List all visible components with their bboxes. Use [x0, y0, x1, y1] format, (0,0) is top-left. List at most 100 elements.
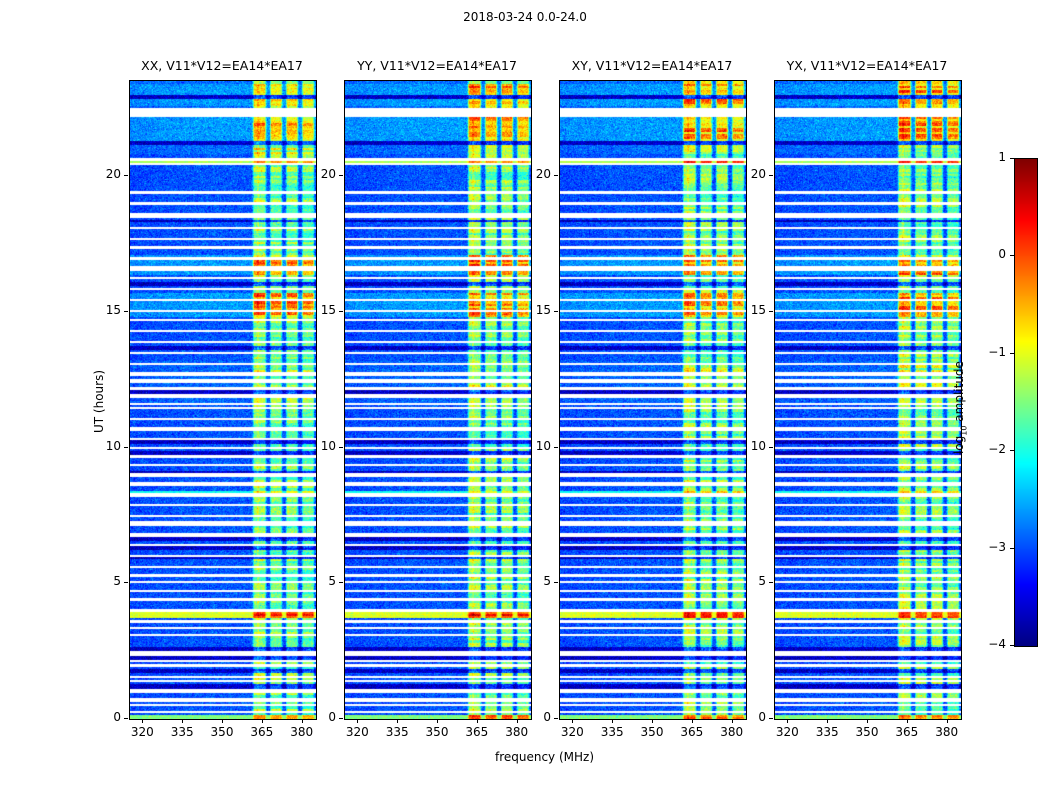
- x-tick-label: 380: [720, 725, 744, 739]
- y-tick-label: 15: [105, 302, 121, 317]
- y-tick-mark: [339, 446, 343, 448]
- x-tick-mark: [946, 719, 948, 723]
- panel-yx-image: [775, 81, 961, 719]
- colorbar-tick-mark: [1010, 450, 1014, 452]
- y-tick-label: 0: [543, 710, 551, 724]
- x-tick-mark: [357, 719, 359, 723]
- y-tick-mark: [339, 718, 343, 719]
- y-tick-mark: [124, 582, 128, 584]
- y-tick-label: 5: [758, 574, 766, 589]
- x-tick-label: 380: [290, 725, 314, 739]
- panel-xy[interactable]: [559, 80, 747, 720]
- x-tick-mark: [731, 719, 733, 723]
- panel-title-yx: YX, V11*V12=EA14*EA17: [786, 58, 948, 73]
- colorbar-label: log10 amplitude: [952, 361, 968, 454]
- y-tick-mark: [769, 718, 773, 719]
- colorbar-tick-mark: [1010, 645, 1014, 646]
- y-tick-mark: [769, 582, 773, 584]
- panel-xx[interactable]: [129, 80, 317, 720]
- panel-yx[interactable]: [774, 80, 962, 720]
- y-tick-mark: [124, 310, 128, 312]
- x-tick-label: 335: [170, 725, 194, 739]
- y-tick-mark: [124, 718, 128, 719]
- y-tick-label: 20: [105, 167, 121, 182]
- colorbar-tick-label: −4: [988, 637, 1006, 651]
- x-tick-label: 320: [775, 725, 799, 739]
- y-tick-label: 10: [535, 438, 551, 453]
- y-tick-label: 0: [328, 710, 336, 724]
- colorbar-tick-mark: [1010, 158, 1014, 159]
- x-tick-mark: [867, 719, 868, 723]
- y-tick-mark: [124, 446, 128, 448]
- y-tick-label: 15: [535, 302, 551, 317]
- y-tick-mark: [769, 310, 773, 312]
- x-tick-label: 335: [385, 725, 409, 739]
- y-tick-mark: [554, 582, 558, 584]
- y-tick-label: 0: [113, 710, 121, 724]
- x-tick-label: 350: [425, 725, 449, 739]
- x-tick-label: 350: [640, 725, 664, 739]
- colorbar-label-suffix: amplitude: [952, 360, 966, 426]
- panel-title-xy: XY, V11*V12=EA14*EA17: [571, 58, 733, 73]
- x-tick-mark: [827, 719, 829, 723]
- x-tick-mark: [142, 719, 144, 723]
- x-tick-label: 320: [345, 725, 369, 739]
- panel-yy[interactable]: [344, 80, 532, 720]
- x-tick-label: 380: [505, 725, 529, 739]
- x-tick-mark: [787, 719, 789, 723]
- y-tick-mark: [769, 175, 773, 177]
- x-tick-mark: [261, 719, 263, 723]
- y-tick-label: 10: [750, 438, 766, 453]
- x-tick-label: 365: [465, 725, 489, 739]
- y-tick-mark: [339, 582, 343, 584]
- x-tick-label: 320: [560, 725, 584, 739]
- y-tick-label: 0: [758, 710, 766, 724]
- x-tick-mark: [301, 719, 303, 723]
- x-tick-mark: [397, 719, 399, 723]
- y-tick-label: 5: [328, 574, 336, 589]
- y-tick-label: 10: [320, 438, 336, 453]
- panel-xy-image: [560, 81, 746, 719]
- x-tick-mark: [182, 719, 184, 723]
- y-tick-mark: [554, 175, 558, 177]
- colorbar-tick-label: −3: [988, 539, 1006, 554]
- x-tick-label: 365: [895, 725, 919, 739]
- y-tick-label: 20: [750, 167, 766, 182]
- colorbar-gradient: [1014, 158, 1038, 647]
- y-tick-mark: [554, 718, 558, 719]
- figure-suptitle: 2018-03-24 0.0-24.0: [463, 10, 587, 24]
- x-tick-label: 350: [210, 725, 234, 739]
- x-tick-mark: [437, 719, 438, 723]
- y-tick-mark: [124, 175, 128, 177]
- x-axis-label: frequency (MHz): [494, 750, 595, 764]
- x-tick-mark: [476, 719, 478, 723]
- y-tick-mark: [554, 310, 558, 312]
- y-tick-label: 15: [320, 302, 336, 317]
- y-tick-label: 20: [535, 167, 551, 182]
- y-tick-mark: [339, 175, 343, 177]
- y-tick-label: 20: [320, 167, 336, 182]
- y-tick-label: 15: [750, 302, 766, 317]
- y-tick-label: 5: [113, 574, 121, 589]
- colorbar-tick-mark: [1010, 547, 1014, 549]
- y-tick-label: 5: [543, 574, 551, 589]
- x-tick-label: 335: [815, 725, 839, 739]
- x-tick-label: 335: [600, 725, 624, 739]
- y-tick-mark: [339, 310, 343, 312]
- x-tick-label: 380: [935, 725, 959, 739]
- x-tick-label: 365: [250, 725, 274, 739]
- x-tick-mark: [691, 719, 693, 723]
- colorbar-tick-label: 0: [998, 247, 1006, 262]
- x-tick-mark: [612, 719, 614, 723]
- x-tick-label: 350: [855, 725, 879, 739]
- colorbar-label-subscript: 10: [959, 425, 969, 436]
- panel-xx-image: [130, 81, 316, 719]
- panel-title-yy: YY, V11*V12=EA14*EA17: [357, 58, 517, 73]
- colorbar-tick-label: 1: [998, 150, 1006, 164]
- x-tick-label: 320: [130, 725, 154, 739]
- x-tick-mark: [906, 719, 908, 723]
- colorbar-tick-mark: [1010, 352, 1014, 354]
- colorbar-tick-label: −2: [988, 442, 1006, 457]
